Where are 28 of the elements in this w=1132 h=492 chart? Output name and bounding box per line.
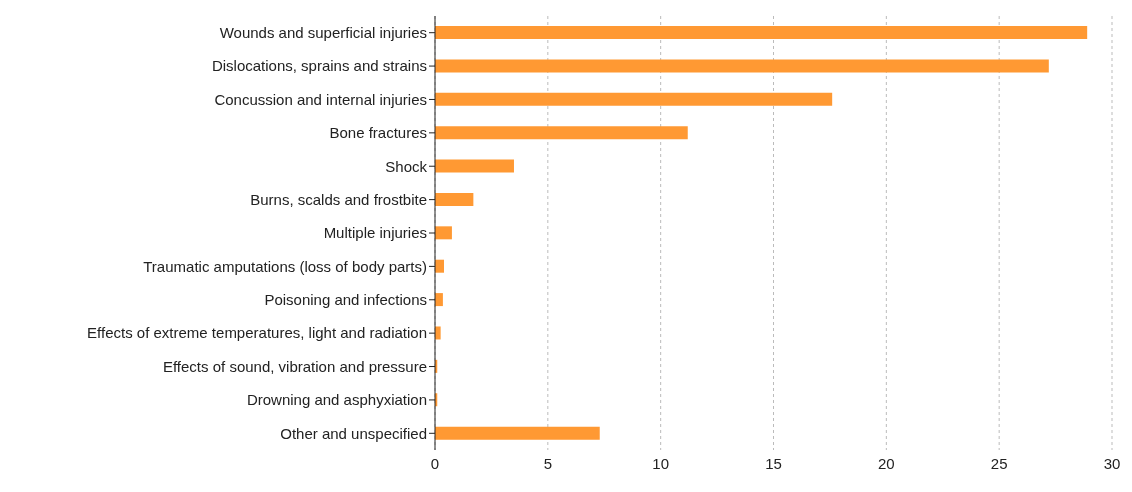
x-tick-label: 5 xyxy=(543,454,553,472)
x-tick-label: 20 xyxy=(877,454,895,472)
x-tick-label: 25 xyxy=(990,454,1008,472)
bar xyxy=(435,92,833,106)
bar xyxy=(435,192,474,206)
y-tick-label: Concussion and internal injuries xyxy=(214,90,427,108)
y-tick-label: Other and unspecified xyxy=(280,424,427,442)
y-tick-label: Poisoning and infections xyxy=(264,291,427,309)
y-tick-label: Dislocations, sprains and strains xyxy=(211,57,427,75)
y-tick-label: Wounds and superficial injuries xyxy=(219,24,427,42)
y-tick-label: Drowning and asphyxiation xyxy=(246,391,427,409)
x-tick-label: 30 xyxy=(1103,454,1121,472)
x-tick-label: 0 xyxy=(430,454,440,472)
y-tick-label: Shock xyxy=(385,157,428,175)
y-tick-label: Effects of sound, vibration and pressure xyxy=(162,357,427,375)
y-tick-label: Burns, scalds and frostbite xyxy=(250,190,427,208)
bar xyxy=(435,426,600,440)
bar xyxy=(435,26,1088,40)
y-tick-label: Traumatic amputations (loss of body parts) xyxy=(143,257,427,275)
bar xyxy=(435,226,452,240)
bar xyxy=(435,126,688,140)
y-tick-label: Bone fractures xyxy=(329,124,427,142)
x-tick-label: 15 xyxy=(765,454,782,472)
bar xyxy=(435,159,514,173)
bar xyxy=(435,59,1049,73)
y-tick-label: Multiple injuries xyxy=(323,224,427,242)
x-tick-label: 10 xyxy=(652,454,670,472)
y-tick-label: Effects of extreme temperatures, light and radiation xyxy=(87,324,427,342)
